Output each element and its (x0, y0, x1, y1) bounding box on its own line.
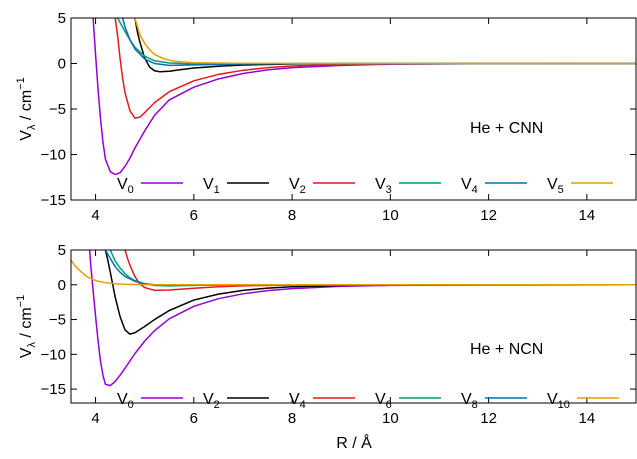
legend-label: V4 (289, 391, 306, 411)
x-tick-label: 12 (480, 410, 497, 427)
x-tick-label: 6 (190, 410, 198, 427)
series-line-v10 (71, 259, 636, 286)
series-line-v6 (109, 250, 636, 287)
legend-label: V4 (461, 176, 478, 196)
series-line-v2 (104, 250, 636, 335)
y-tick-label: −5 (49, 101, 66, 118)
x-tick-label: 4 (91, 410, 99, 427)
x-tick-label: 8 (288, 410, 296, 427)
series-line-v4 (121, 18, 636, 67)
system-annotation: He + NCN (470, 341, 543, 358)
series-line-v2 (114, 18, 636, 119)
legend-label: V10 (547, 391, 570, 411)
x-tick-label: 6 (190, 207, 198, 224)
x-tick-label: 14 (579, 410, 596, 427)
series-line-v0 (92, 18, 636, 176)
legend-label: V3 (375, 176, 392, 196)
x-axis-label: R / Å (336, 433, 372, 452)
legend-label: V0 (117, 391, 134, 411)
x-tick-label: 14 (579, 207, 596, 224)
series-line-v4 (124, 250, 636, 292)
legend-label: V1 (203, 176, 220, 196)
plot-frame (70, 249, 637, 404)
legend-label: V0 (117, 176, 134, 196)
chart-panel-cnn: 4 6 8 10 12 14 5 0 −5 −10 −15 V0 V1 V2 V3 V4 V5 He + CNN V… (15, 10, 637, 224)
legend-label: V5 (547, 176, 564, 196)
y-tick-label: −15 (41, 192, 66, 209)
legend-label: V8 (461, 391, 478, 411)
y-axis-label: Vλ / cm−1 (15, 77, 38, 140)
chart-panel-ncn: 4 6 8 10 12 14 5 0 −5 −10 −15 V0 V2 V4 V6 V8 V10 He + NCN… (15, 242, 637, 452)
y-tick-label: −10 (41, 346, 66, 363)
y-tick-label: 5 (58, 242, 66, 259)
series-line-v3 (117, 18, 636, 65)
plot-frame (70, 17, 637, 201)
series-line-v8 (104, 250, 636, 286)
x-tick-label: 10 (382, 410, 399, 427)
y-tick-label: −15 (41, 381, 66, 398)
x-tick-label: 8 (288, 207, 296, 224)
x-tick-label: 12 (480, 207, 497, 224)
y-tick-label: −10 (41, 147, 66, 164)
series-line-v0 (88, 250, 636, 387)
legend-label: V6 (375, 391, 392, 411)
series-line-v5 (134, 18, 636, 65)
system-annotation: He + CNN (470, 120, 543, 137)
legend-label: V2 (203, 391, 220, 411)
y-axis-label: Vλ / cm−1 (15, 295, 38, 358)
x-tick-label: 10 (382, 207, 399, 224)
legend-label: V2 (289, 176, 306, 196)
y-tick-label: 5 (58, 10, 66, 27)
y-tick-label: −5 (49, 312, 66, 329)
y-tick-label: 0 (58, 277, 66, 294)
y-tick-label: 0 (58, 56, 66, 73)
x-tick-label: 4 (91, 207, 99, 224)
